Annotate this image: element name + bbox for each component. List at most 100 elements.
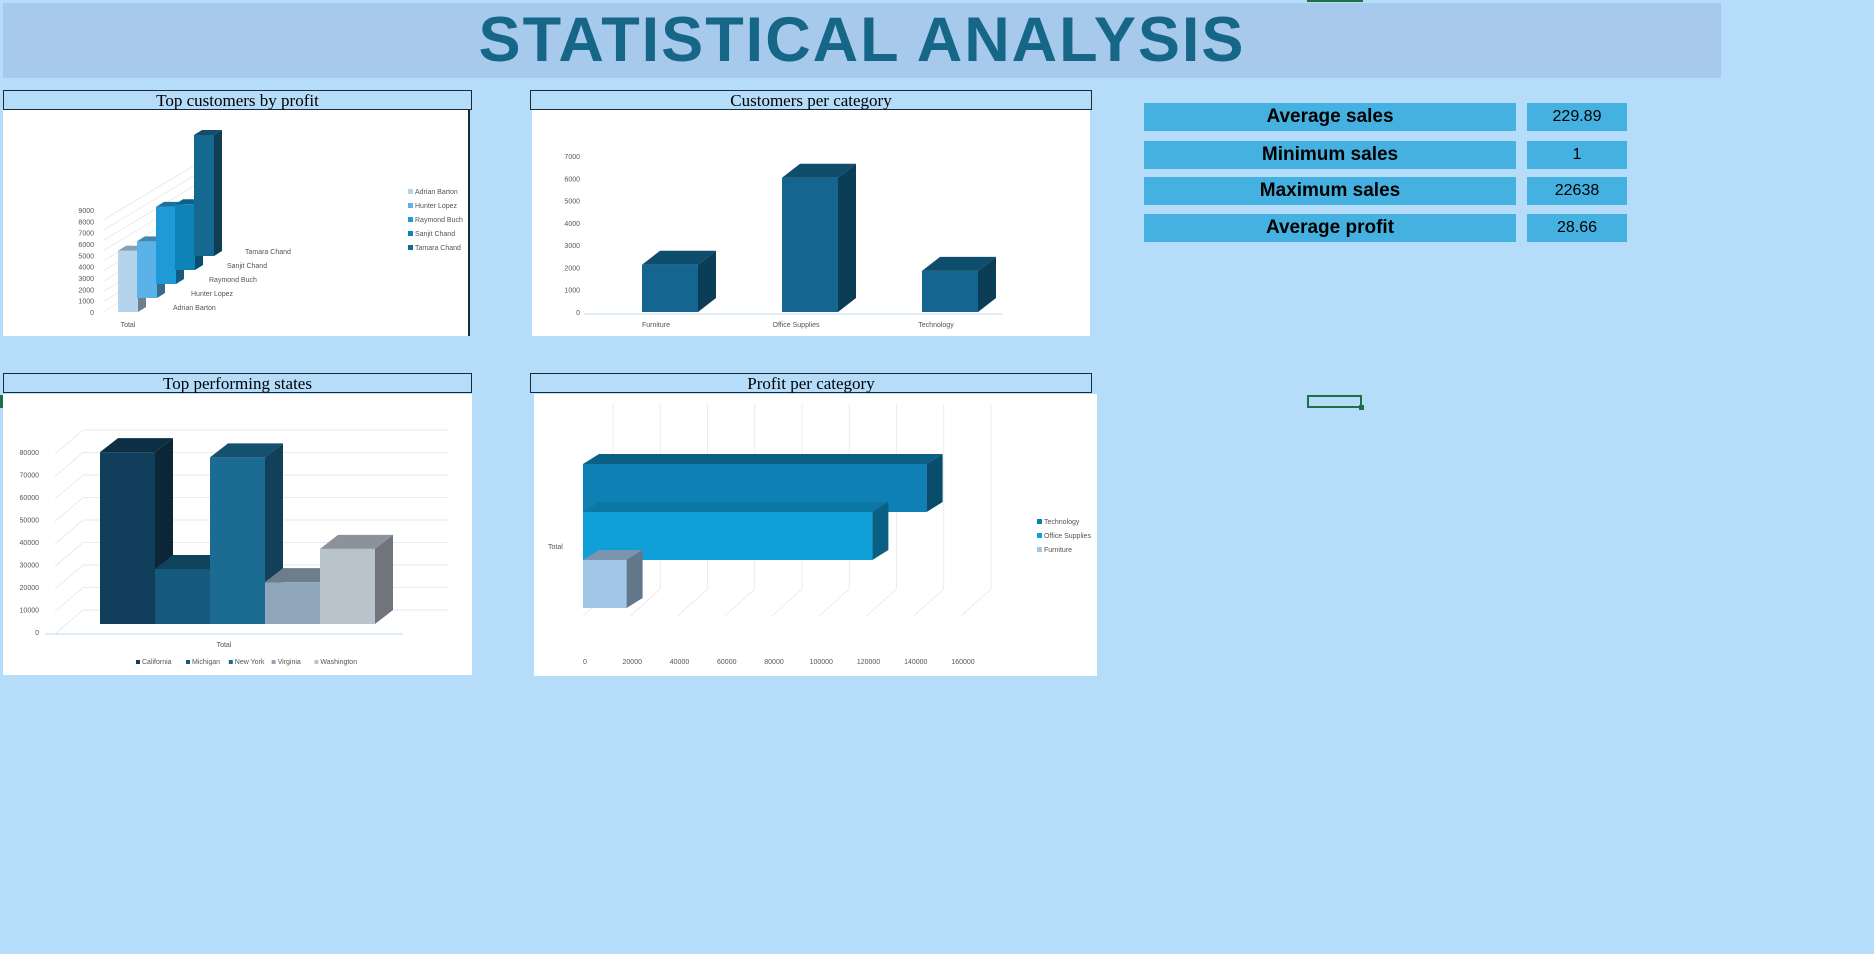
legend-label: Furniture <box>1044 547 1072 554</box>
bar-furniture <box>583 550 643 608</box>
legend-label: Michigan <box>192 659 220 666</box>
chart-top-customers-svg: 0 1000 2000 3000 4000 5000 6000 7000 8000 9000 Tot… <box>78 129 463 329</box>
grid-line <box>54 587 84 612</box>
stat-value-average-sales[interactable]: 229.89 <box>1527 103 1627 131</box>
y-tick-label: 60000 <box>20 495 40 502</box>
row-selection-marker <box>0 395 3 408</box>
grid-line <box>102 170 204 231</box>
x-tick-label: 40000 <box>670 659 690 666</box>
chart-top-states-svg: 0 10000 20000 30000 40000 50000 60000 70000 8000… <box>20 429 448 666</box>
bar-furniture <box>642 250 716 312</box>
y-tick-label: 80000 <box>20 450 40 457</box>
grid-line <box>866 588 897 617</box>
y-tick-label: 2000 <box>78 287 94 294</box>
chart-top-customers[interactable]: 0 1000 2000 3000 4000 5000 6000 7000 8000 9000 Tot… <box>3 110 470 336</box>
chart-title-top-customers: Top customers by profit <box>3 90 472 110</box>
grid-line <box>54 542 84 567</box>
grid-line <box>102 180 204 241</box>
legend-swatch <box>408 203 413 208</box>
legend-swatch <box>408 189 413 194</box>
x-tick-label: 120000 <box>857 659 880 666</box>
y-tick-label: 7000 <box>78 231 94 238</box>
y-tick-label: 1000 <box>564 288 580 295</box>
x-tick-label: 140000 <box>904 659 927 666</box>
bar-virginia <box>265 568 338 624</box>
y-tick-label: 4000 <box>564 221 580 228</box>
chart-customers-per-category-svg: 0 1000 2000 3000 4000 5000 6000 7000 Furniture Of… <box>564 154 1002 329</box>
x-tick-label: Total <box>217 642 232 649</box>
x-tick-label: 100000 <box>810 659 833 666</box>
stat-label-minimum-sales: Minimum sales <box>1144 141 1516 169</box>
y-tick-label: Total <box>548 544 563 551</box>
grid-line <box>960 588 992 617</box>
y-tick-label: 50000 <box>20 518 40 525</box>
chart-top-states[interactable]: 0 10000 20000 30000 40000 50000 60000 70000 8000… <box>3 394 472 675</box>
y-tick-label: 0 <box>90 310 94 317</box>
grid-line <box>724 588 755 617</box>
stat-value-average-profit[interactable]: 28.66 <box>1527 214 1627 242</box>
chart-profit-per-category[interactable]: 0 20000 40000 60000 80000 100000 120000 140000 1… <box>534 394 1097 676</box>
legend-swatch <box>228 660 233 664</box>
depth-label: Sanjit Chand <box>227 263 267 270</box>
stat-label-average-sales: Average sales <box>1144 103 1516 131</box>
legend-label: Raymond Buch <box>415 217 463 224</box>
depth-label: Adrian Barton <box>173 305 216 312</box>
x-tick-label: 80000 <box>764 659 784 666</box>
y-tick-label: 30000 <box>20 563 40 570</box>
grid-line <box>54 429 84 455</box>
y-tick-label: 2000 <box>564 265 580 272</box>
grid-line <box>771 588 803 617</box>
legend-swatch <box>408 245 413 250</box>
grid-line <box>630 588 661 617</box>
y-tick-label: 6000 <box>564 176 580 183</box>
legend-label: California <box>142 659 172 666</box>
legend-label: Adrian Barton <box>415 189 458 196</box>
legend-label: New York <box>235 659 265 666</box>
legend-swatch <box>1037 533 1042 538</box>
chart-title-top-states: Top performing states <box>3 373 472 393</box>
legend-swatch <box>314 660 319 664</box>
grid-line <box>54 609 84 635</box>
legend-swatch <box>1037 547 1042 552</box>
y-tick-label: 10000 <box>20 608 40 615</box>
x-tick-label: 60000 <box>717 659 737 666</box>
chart-title-customers-per-category: Customers per category <box>530 90 1092 110</box>
legend-label: Office Supplies <box>1044 533 1091 540</box>
legend-label: Hunter Lopez <box>415 203 458 210</box>
y-tick-label: 3000 <box>564 243 580 250</box>
bar-technology <box>922 256 996 312</box>
depth-label: Raymond Buch <box>209 277 257 284</box>
stat-value-minimum-sales[interactable]: 1 <box>1527 141 1627 169</box>
grid-line <box>677 588 708 617</box>
y-tick-label: 20000 <box>20 585 40 592</box>
x-tick-label: 20000 <box>623 659 643 666</box>
y-tick-label: 0 <box>35 630 39 637</box>
chart-customers-per-category[interactable]: 0 1000 2000 3000 4000 5000 6000 7000 Furniture Of… <box>532 110 1090 336</box>
bar-new-york <box>210 443 283 624</box>
legend-swatch <box>408 231 413 236</box>
page-title: STATISTICAL ANALYSIS <box>478 5 1246 75</box>
legend-label: Technology <box>1044 519 1080 526</box>
grid-line <box>102 159 204 221</box>
stat-value-maximum-sales[interactable]: 22638 <box>1527 177 1627 205</box>
legend-swatch <box>186 660 190 664</box>
legend-label: Tamara Chand <box>415 245 461 252</box>
chart-title-profit-per-category: Profit per category <box>530 373 1092 393</box>
grid-line <box>819 588 850 617</box>
legend-swatch <box>1037 519 1042 524</box>
stat-label-average-profit: Average profit <box>1144 214 1516 242</box>
selected-cell[interactable] <box>1307 395 1362 408</box>
y-tick-label: 8000 <box>78 219 94 226</box>
legend-swatch <box>408 217 413 222</box>
x-tick-label: 0 <box>583 659 587 666</box>
fill-handle[interactable] <box>1359 405 1364 410</box>
y-tick-label: 0 <box>576 310 580 317</box>
x-tick-label: Furniture <box>642 322 670 329</box>
chart-profit-per-category-svg: 0 20000 40000 60000 80000 100000 120000 140000 1… <box>548 404 1091 666</box>
grid-line <box>54 519 84 545</box>
x-tick-label: 160000 <box>951 659 974 666</box>
grid-line <box>54 497 84 522</box>
grid-line <box>913 588 944 617</box>
y-tick-label: 6000 <box>78 242 94 249</box>
depth-label: Hunter Lopez <box>191 291 234 298</box>
